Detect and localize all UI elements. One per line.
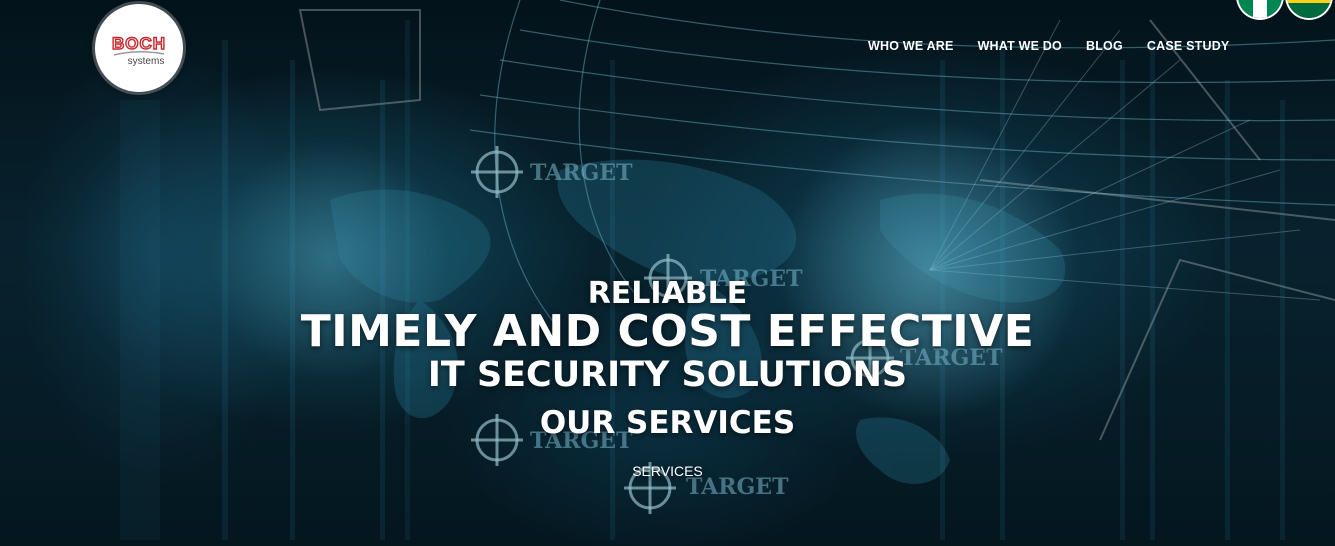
our-services-heading: OUR SERVICES bbox=[539, 405, 796, 441]
nav-what-we-do[interactable]: WHAT WE DO bbox=[977, 39, 1062, 53]
services-link[interactable]: SERVICES bbox=[632, 463, 703, 479]
nav-blog[interactable]: BLOG bbox=[1085, 39, 1123, 53]
logo-tagline: systems bbox=[127, 56, 165, 67]
ghana-flag-icon[interactable] bbox=[1287, 0, 1331, 18]
main-nav: WHO WE ARE WHAT WE DO BLOG CASE STUDY bbox=[868, 39, 1253, 53]
target-label: TARGET bbox=[900, 345, 1003, 371]
logo-wordmark: BOCH bbox=[111, 34, 167, 53]
code-rain-columns bbox=[120, 20, 1285, 540]
nav-case-study[interactable]: CASE STUDY bbox=[1146, 39, 1230, 53]
logo-swoosh-icon bbox=[113, 51, 165, 56]
boch-logo[interactable]: BOCH systems bbox=[95, 4, 183, 92]
target-label: TARGET bbox=[530, 160, 633, 186]
hero-headline: TIMELY AND COST EFFECTIVE bbox=[300, 306, 1035, 357]
nav-who-we-are[interactable]: WHO WE ARE bbox=[868, 39, 954, 53]
target-label: TARGET bbox=[686, 474, 789, 500]
hero-subheadline: IT SECURITY SOLUTIONS bbox=[427, 355, 908, 395]
target-label: TARGET bbox=[530, 428, 633, 454]
target-reticles bbox=[471, 146, 894, 514]
hero-line-reliable: RELIABLE bbox=[587, 276, 748, 311]
target-label: TARGET bbox=[700, 266, 803, 292]
services-link-wrap: SERVICES bbox=[0, 462, 1335, 480]
